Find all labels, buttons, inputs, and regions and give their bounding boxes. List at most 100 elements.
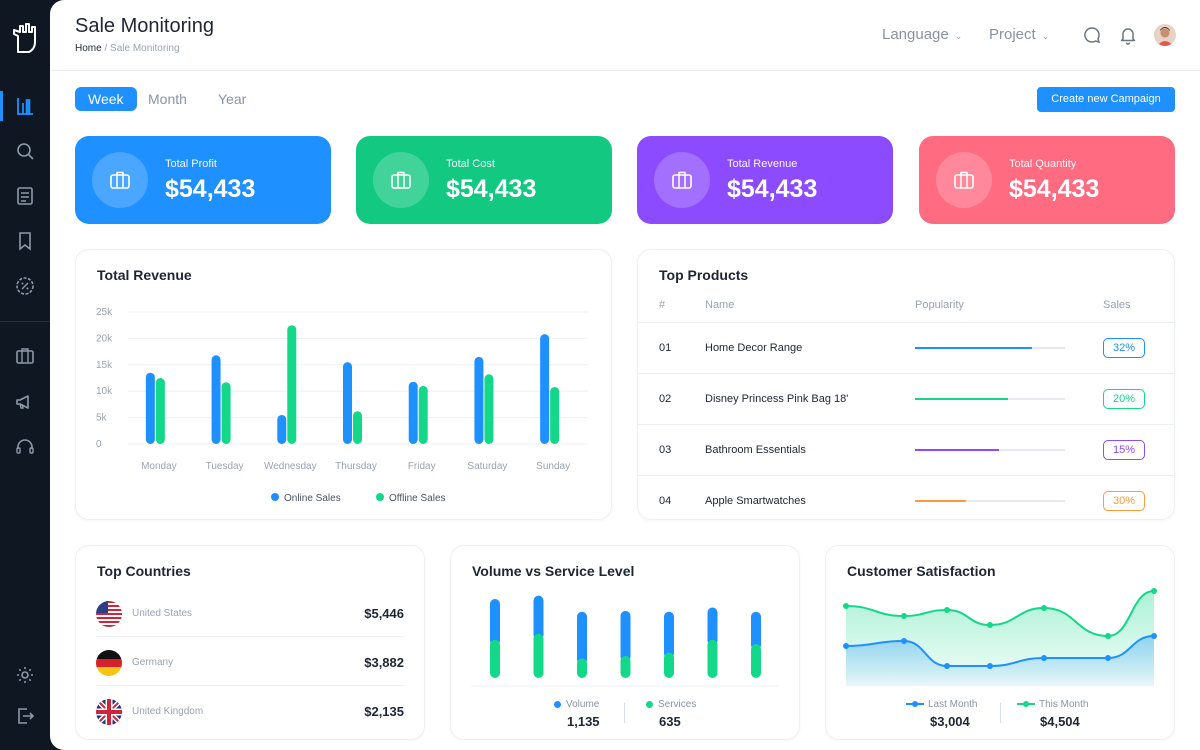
sales-badge: 32%	[1103, 338, 1145, 358]
volume-bar[interactable]	[751, 611, 761, 650]
stat-card-total-revenue[interactable]: Total Revenue $54,433	[637, 136, 893, 224]
main-content: Sale Monitoring Home / Sale Monitoring L…	[50, 0, 1200, 750]
bar-online-sales[interactable]	[277, 414, 287, 444]
volume-bar[interactable]	[707, 607, 718, 646]
discount-icon[interactable]	[13, 274, 37, 298]
hand-logo-icon[interactable]	[10, 22, 40, 56]
table-row[interactable]: 03 Bathroom Essentials 15%	[638, 424, 1174, 475]
language-dropdown[interactable]: Language ⌄	[882, 26, 962, 43]
legend-line-icon	[1017, 701, 1035, 708]
bar-online-sales[interactable]	[408, 381, 418, 444]
row-number: 01	[659, 342, 672, 354]
last-month-point[interactable]	[1041, 655, 1047, 661]
avatar[interactable]	[1154, 24, 1176, 46]
this-month-point[interactable]	[901, 613, 907, 619]
last-month-point[interactable]	[1105, 655, 1111, 661]
tab-month[interactable]: Month	[148, 91, 187, 107]
breadcrumb-home[interactable]: Home	[75, 43, 102, 54]
page-title: Sale Monitoring	[75, 15, 214, 37]
volume-bar[interactable]	[490, 599, 500, 646]
gear-icon[interactable]	[13, 663, 37, 687]
product-name: Home Decor Range	[705, 342, 803, 354]
bell-icon[interactable]	[1117, 24, 1139, 46]
bar-offline-sales[interactable]	[221, 382, 231, 444]
stat-card-total-quantity[interactable]: Total Quantity $54,433	[919, 136, 1175, 224]
briefcase-icon	[391, 171, 411, 189]
megaphone-icon[interactable]	[13, 390, 37, 414]
logout-icon[interactable]	[13, 704, 37, 728]
this-month-point[interactable]	[843, 603, 849, 609]
analytics-icon[interactable]	[13, 94, 37, 118]
this-month-point[interactable]	[944, 607, 950, 613]
tab-week[interactable]: Week	[75, 87, 137, 111]
services-bar[interactable]	[490, 639, 500, 678]
legend-services: Services	[646, 699, 696, 710]
last-month-point[interactable]	[843, 643, 849, 649]
briefcase-icon[interactable]	[13, 344, 37, 368]
services-bar[interactable]	[620, 655, 631, 678]
last-month-point[interactable]	[901, 638, 907, 644]
country-row[interactable]: United Kingdom $2,135	[96, 687, 404, 735]
chat-icon[interactable]	[1081, 24, 1103, 46]
services-bar[interactable]	[751, 644, 761, 678]
this-month-point[interactable]	[987, 622, 993, 628]
stat-card-total-profit[interactable]: Total Profit $54,433	[75, 136, 331, 224]
bar-online-sales[interactable]	[145, 372, 155, 444]
table-row[interactable]: 01 Home Decor Range 32%	[638, 322, 1174, 373]
bar-offline-sales[interactable]	[550, 386, 560, 444]
tab-year[interactable]: Year	[218, 91, 247, 107]
x-tick-label: Wednesday	[264, 461, 317, 472]
volume-bar[interactable]	[664, 611, 674, 659]
last-month-point[interactable]	[987, 663, 993, 669]
last-month-point[interactable]	[944, 663, 950, 669]
language-label: Language	[882, 26, 949, 43]
last-month-point[interactable]	[1151, 633, 1157, 639]
volume-bar[interactable]	[620, 610, 631, 662]
stat-icon-circle	[373, 152, 429, 208]
bar-online-sales[interactable]	[211, 355, 221, 444]
stat-value: $54,433	[727, 175, 818, 203]
chevron-down-icon: ⌄	[1041, 31, 1050, 41]
this-month-point[interactable]	[1105, 633, 1111, 639]
stat-icon-circle	[92, 152, 148, 208]
revenue-bar-chart: 0 5k 10k 15k 20k 25k Monday Tuesday Wednesday Thu…	[96, 307, 588, 504]
services-bar[interactable]	[664, 652, 674, 679]
sales-badge: 15%	[1103, 440, 1145, 460]
sidebar	[0, 0, 50, 750]
x-tick-label: Monday	[141, 461, 177, 472]
country-row[interactable]: United States $5,446	[96, 589, 404, 637]
this-month-point[interactable]	[1041, 605, 1047, 611]
document-icon[interactable]	[13, 184, 37, 208]
bar-offline-sales[interactable]	[353, 411, 362, 444]
last-month-area	[846, 636, 1154, 686]
country-row[interactable]: Germany $3,882	[96, 638, 404, 686]
bar-offline-sales[interactable]	[418, 385, 428, 444]
bar-online-sales[interactable]	[540, 334, 550, 444]
this-month-point[interactable]	[1151, 588, 1157, 594]
project-dropdown[interactable]: Project ⌄	[989, 26, 1049, 43]
bar-offline-sales[interactable]	[155, 378, 165, 444]
bar-online-sales[interactable]	[474, 356, 484, 444]
volume-bar[interactable]	[577, 611, 587, 665]
headset-icon[interactable]	[13, 435, 37, 459]
table-row[interactable]: 04 Apple Smartwatches 30%	[638, 475, 1174, 526]
volume-bar[interactable]	[533, 595, 544, 640]
services-bar[interactable]	[707, 639, 718, 678]
us-flag-icon	[96, 601, 122, 627]
panel-title: Volume vs Service Level	[472, 563, 635, 579]
bar-offline-sales[interactable]	[484, 374, 494, 444]
sales-badge: 30%	[1103, 491, 1145, 511]
country-name: United States	[132, 608, 193, 619]
customer-satisfaction-panel: Customer Satisfaction Last Month $3,004 …	[825, 545, 1175, 740]
table-row[interactable]: 02 Disney Princess Pink Bag 18' 20%	[638, 373, 1174, 424]
customer-satisfaction-chart	[843, 588, 1157, 686]
bar-online-sales[interactable]	[343, 362, 352, 444]
bookmark-icon[interactable]	[13, 229, 37, 253]
bar-offline-sales[interactable]	[287, 325, 297, 444]
search-icon[interactable]	[13, 139, 37, 163]
services-bar[interactable]	[533, 633, 544, 678]
stat-value: $54,433	[446, 175, 537, 203]
services-bar[interactable]	[577, 658, 587, 678]
create-campaign-button[interactable]: Create new Campaign	[1037, 87, 1175, 112]
stat-card-total-cost[interactable]: Total Cost $54,433	[356, 136, 612, 224]
